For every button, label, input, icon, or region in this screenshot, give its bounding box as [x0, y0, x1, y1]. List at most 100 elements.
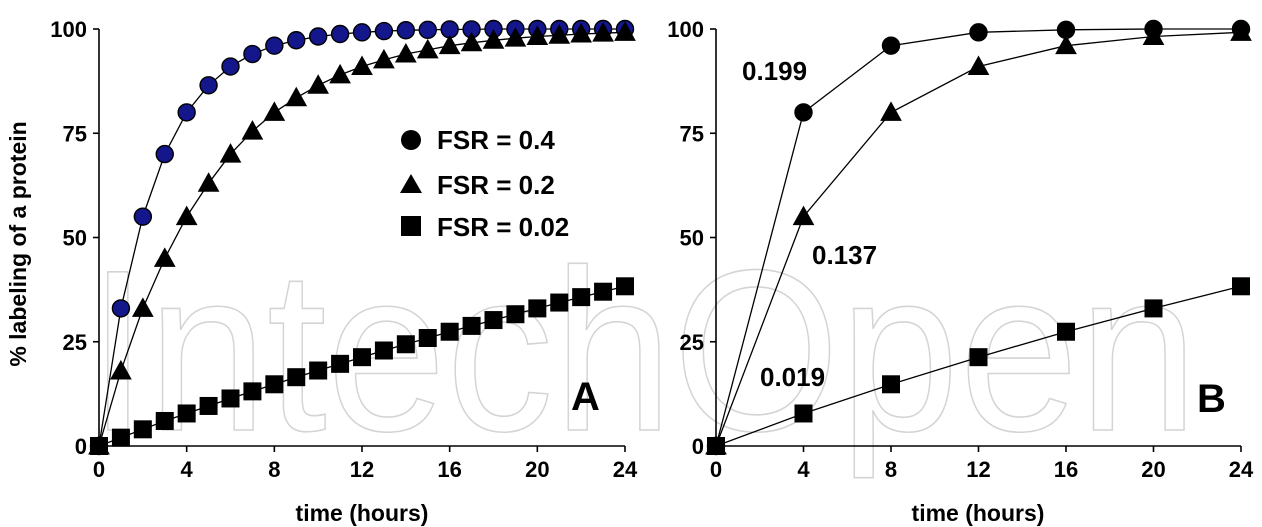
panel-b-triangle-point [792, 205, 815, 226]
panel-a-square-point [462, 316, 481, 335]
panel-b-square-point [969, 348, 988, 367]
panel-a-circle-point [352, 23, 372, 42]
panel-a-circle-point [418, 20, 437, 40]
label-rate-0199: 0.199 [742, 56, 807, 86]
panel-b-triangle-point [1142, 25, 1165, 46]
panel-a-x-tick-label: 16 [437, 457, 461, 482]
panel-a-square-point [287, 368, 306, 387]
panel-b-x-axis-label: time (hours) [912, 500, 1045, 526]
panel-b-square-point [707, 437, 725, 455]
panel-a-circle-point [287, 31, 306, 50]
panel-a-square-point [199, 396, 218, 415]
panel-a-square-point [572, 288, 591, 307]
panel-a-x-tick-label: 0 [93, 457, 105, 482]
panel-b-y-tick-label: 100 [667, 17, 704, 42]
panel-a-triangle-point [614, 21, 636, 41]
panel-a-square-point [550, 293, 569, 312]
panel-a-square-point [221, 389, 240, 408]
panel-a-triangle-point [460, 31, 483, 52]
panel-a-circle-point [177, 103, 196, 122]
panel-a-y-tick-label: 100 [50, 17, 87, 42]
panel-a-triangle-point [394, 42, 417, 63]
panel-b-x-tick-label: 24 [1229, 457, 1254, 482]
panel-a-y-tick-label: 25 [63, 330, 87, 355]
panel-a-square-point [484, 311, 503, 330]
panel-a-circle-point [374, 21, 394, 41]
panel-a-square-point [353, 348, 371, 367]
panel-b-square-point [1057, 322, 1075, 341]
panel-a-triangle-point [197, 172, 220, 192]
panel-b-square-point [1144, 299, 1163, 318]
panel-b-circle-point [881, 36, 901, 55]
panel-a-triangle-point [373, 48, 395, 69]
panel-a-y-axis-label: % labeling of a protein [5, 121, 31, 366]
panel-a-square-point [309, 361, 328, 380]
panel-a-square-point [331, 354, 350, 373]
panel-b-x-tick-label: 0 [710, 457, 722, 482]
legend: FSR = 0.4 FSR = 0.2 FSR = 0.02 [400, 125, 569, 242]
panel-a-circle-point [330, 24, 350, 44]
panel-b-chart: 0 4 8 12 16 20 24 0 25 50 75 100 [667, 17, 1254, 482]
panel-a-triangle-point [175, 205, 198, 226]
panel-b-triangle-point [967, 55, 990, 76]
panel-a-x-tick-label: 24 [613, 457, 638, 482]
panel-a-y-tick-label: 50 [63, 226, 87, 251]
panel-a-triangle-point [153, 247, 176, 267]
panel-a-triangle-point [285, 86, 308, 107]
panel-a-x-axis-label: time (hours) [296, 500, 429, 526]
panel-a-square-point [396, 335, 415, 354]
panel-a-x-tick-label: 20 [525, 457, 549, 482]
panel-a-triangle-point [592, 22, 614, 42]
panel-a-triangle-point [241, 120, 264, 140]
panel-a-triangle-point [329, 63, 351, 84]
panel-a-square-point [616, 277, 634, 296]
panel-b-square-point [1232, 277, 1250, 296]
panel-a-circle-point [396, 21, 416, 40]
panel-a-triangle-point [307, 74, 330, 94]
panel-a-circle-point [199, 76, 218, 95]
panel-a-square-point [528, 299, 547, 318]
panel-b-y-tick-label: 0 [692, 434, 704, 459]
panel-letter-a: A [571, 375, 600, 419]
legend-square-marker [401, 216, 421, 236]
panel-b-y-tick-label: 75 [680, 121, 704, 146]
panel-a-triangle-point [110, 359, 132, 380]
panel-a-circle-point [265, 36, 284, 55]
panel-a-x-tick-label: 12 [350, 457, 374, 482]
panel-a-x-tick-label: 4 [181, 457, 194, 482]
panel-a-square-point [594, 282, 613, 301]
panel-a-triangle-point [504, 27, 527, 47]
panel-a-triangle-point [131, 297, 154, 317]
panel-a-circle-point [111, 299, 131, 318]
panel-a-square-point [90, 437, 108, 455]
panel-a-triangle-point [526, 25, 549, 46]
panel-a-circle-point [221, 57, 240, 76]
panel-a-square-point [177, 404, 196, 423]
panel-b-triangle-point [1055, 34, 1077, 55]
panel-a-x-tick-label: 8 [268, 457, 280, 482]
panel-b-x-tick-label: 16 [1054, 457, 1078, 482]
panel-a-triangle-point [351, 55, 373, 76]
panel-b-triangle-point [880, 101, 902, 121]
panel-a-y-tick-label: 0 [75, 434, 87, 459]
legend-circle-marker [401, 130, 421, 150]
panel-b-x-tick-label: 4 [797, 457, 810, 482]
legend-label-fsr-04: FSR = 0.4 [437, 125, 555, 155]
panel-letter-b: B [1197, 377, 1226, 421]
panel-a-circle-point [243, 44, 262, 64]
panel-b-circle-point [794, 103, 813, 122]
panel-a-square-point [418, 328, 437, 347]
panel-a-square-point [506, 305, 525, 324]
panel-a-square-point [374, 341, 393, 360]
panel-a-circle-point [155, 144, 174, 164]
panel-b-triangle-point [1230, 21, 1252, 41]
panel-a-triangle-point [219, 143, 242, 163]
panel-a-y-tick-label: 75 [63, 121, 87, 146]
panel-a-square-point [243, 382, 262, 401]
panel-b-x-tick-label: 12 [966, 457, 990, 482]
legend-triangle-marker [400, 174, 422, 193]
panel-a-circle-point [308, 27, 328, 46]
panel-a-chart: 0 4 8 12 16 20 24 0 25 50 75 100 [50, 17, 638, 482]
legend-label-fsr-002: FSR = 0.02 [437, 212, 569, 242]
